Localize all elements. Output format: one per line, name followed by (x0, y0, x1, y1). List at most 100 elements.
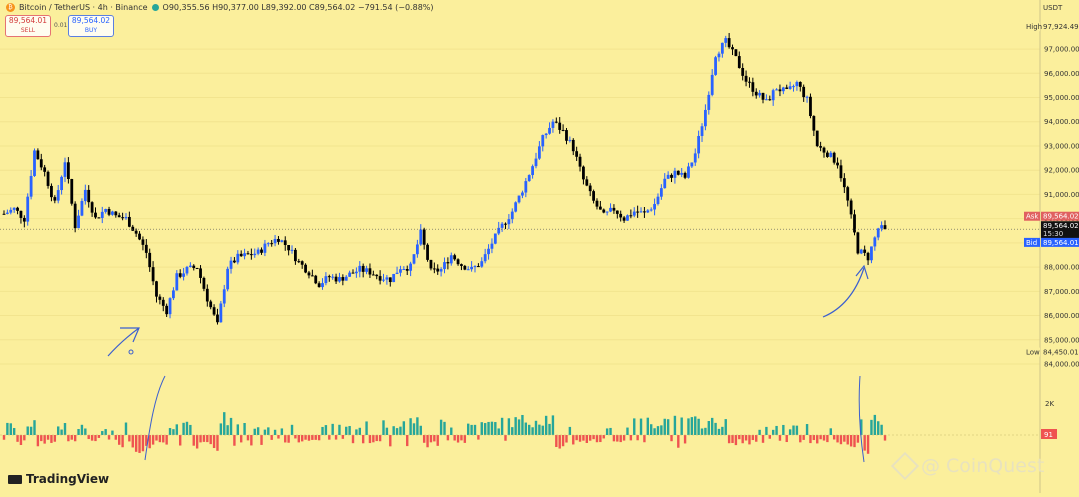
y-tick-label: 97,000.00 (1044, 46, 1079, 54)
volume-bar (2, 435, 6, 440)
volume-bar (422, 435, 426, 443)
candle-body (653, 204, 656, 210)
volume-bar (199, 435, 202, 443)
candle-body (5, 212, 9, 214)
candle-body (378, 276, 382, 281)
volume-bar (131, 435, 134, 448)
volume-bar (511, 427, 514, 435)
candle-body (805, 96, 809, 98)
candle-body (832, 152, 836, 163)
candle-body (849, 200, 853, 215)
volume-bar (727, 435, 731, 444)
candle-body (9, 209, 13, 213)
y-tick-label: 92,000.00 (1044, 167, 1079, 175)
candle-body (792, 86, 795, 88)
candle-body (656, 196, 660, 205)
candle-body (704, 109, 707, 127)
candle-body (338, 277, 341, 282)
volume-bar (683, 435, 687, 444)
candle-body (670, 174, 673, 178)
candle-body (578, 156, 582, 167)
volume-bar (209, 435, 212, 445)
bid-value: 89,564.01 (1043, 239, 1079, 247)
volume-bar (185, 421, 189, 435)
candle-body (209, 301, 213, 308)
tradingview-logo: TradingView (8, 472, 109, 486)
volume-bar (643, 435, 646, 443)
candle-body (33, 150, 36, 176)
volume-bar (260, 435, 263, 445)
candle-body (290, 249, 294, 251)
volume-bar (284, 435, 287, 443)
volume-bar (866, 435, 870, 454)
candle-body (775, 89, 778, 91)
volume-bar (433, 435, 436, 442)
volume-bar (439, 419, 443, 435)
candle-body (710, 74, 714, 95)
volume-bar (724, 419, 727, 435)
candle-body (541, 135, 545, 147)
low-badge (1041, 347, 1079, 357)
volume-bar (473, 424, 477, 435)
symbol-title[interactable]: Bitcoin / TetherUS · 4h · Binance (19, 3, 148, 12)
candle-body (182, 273, 185, 277)
volume-bar (338, 424, 341, 435)
volume-bar (551, 415, 555, 435)
candle-body (53, 197, 57, 201)
volume-bar (216, 435, 219, 451)
volume-bar (534, 420, 538, 435)
volume-bars (0, 412, 1040, 454)
candle-body (324, 276, 328, 284)
volume-bar (399, 426, 402, 435)
arrow-left (107, 327, 140, 357)
candle-body (443, 262, 446, 270)
volume-bar (124, 422, 128, 435)
volume-bar (219, 423, 223, 435)
candle-body (527, 175, 531, 182)
candle-body (409, 263, 413, 271)
candle-body (636, 211, 640, 213)
candle-body (717, 53, 721, 58)
candle-body (287, 245, 291, 251)
volume-bar (84, 428, 87, 435)
volume-bar (639, 418, 643, 435)
volume-bar (700, 428, 704, 435)
candle-body (771, 90, 775, 101)
sell-button[interactable]: 89,564.01 SELL (5, 15, 51, 37)
volume-bar (782, 424, 785, 435)
candle-body (368, 268, 372, 275)
candle-body (60, 176, 64, 191)
candle-body (548, 127, 551, 134)
volume-bar (538, 424, 541, 435)
volume-bar (456, 435, 460, 443)
volume-bar (263, 429, 267, 435)
volume-bar (304, 435, 307, 440)
candle-body (504, 223, 507, 225)
candle-body (172, 290, 175, 299)
candle-body (744, 75, 748, 82)
candle-body (524, 181, 528, 193)
volume-bar (507, 418, 511, 435)
candle-body (334, 276, 338, 282)
currency-label[interactable]: USDT (1043, 4, 1063, 12)
volume-annotation-left (144, 375, 166, 461)
volume-bar (436, 435, 439, 446)
candle-body (151, 267, 155, 282)
candle-body (199, 268, 202, 278)
volume-bar (863, 435, 866, 451)
volume-bar (341, 435, 345, 439)
candle-body (185, 266, 189, 274)
volume-bar (548, 423, 551, 435)
candle-body (327, 276, 331, 278)
volume-bar (141, 435, 145, 452)
buy-button[interactable]: 89,564.02 BUY (68, 15, 114, 37)
volume-bar (809, 435, 812, 444)
candle-body (822, 147, 826, 153)
candle-body (273, 238, 277, 244)
volume-bar (358, 427, 361, 435)
candle-body (876, 228, 880, 238)
candle-body (358, 265, 362, 272)
volume-bar (382, 420, 385, 435)
